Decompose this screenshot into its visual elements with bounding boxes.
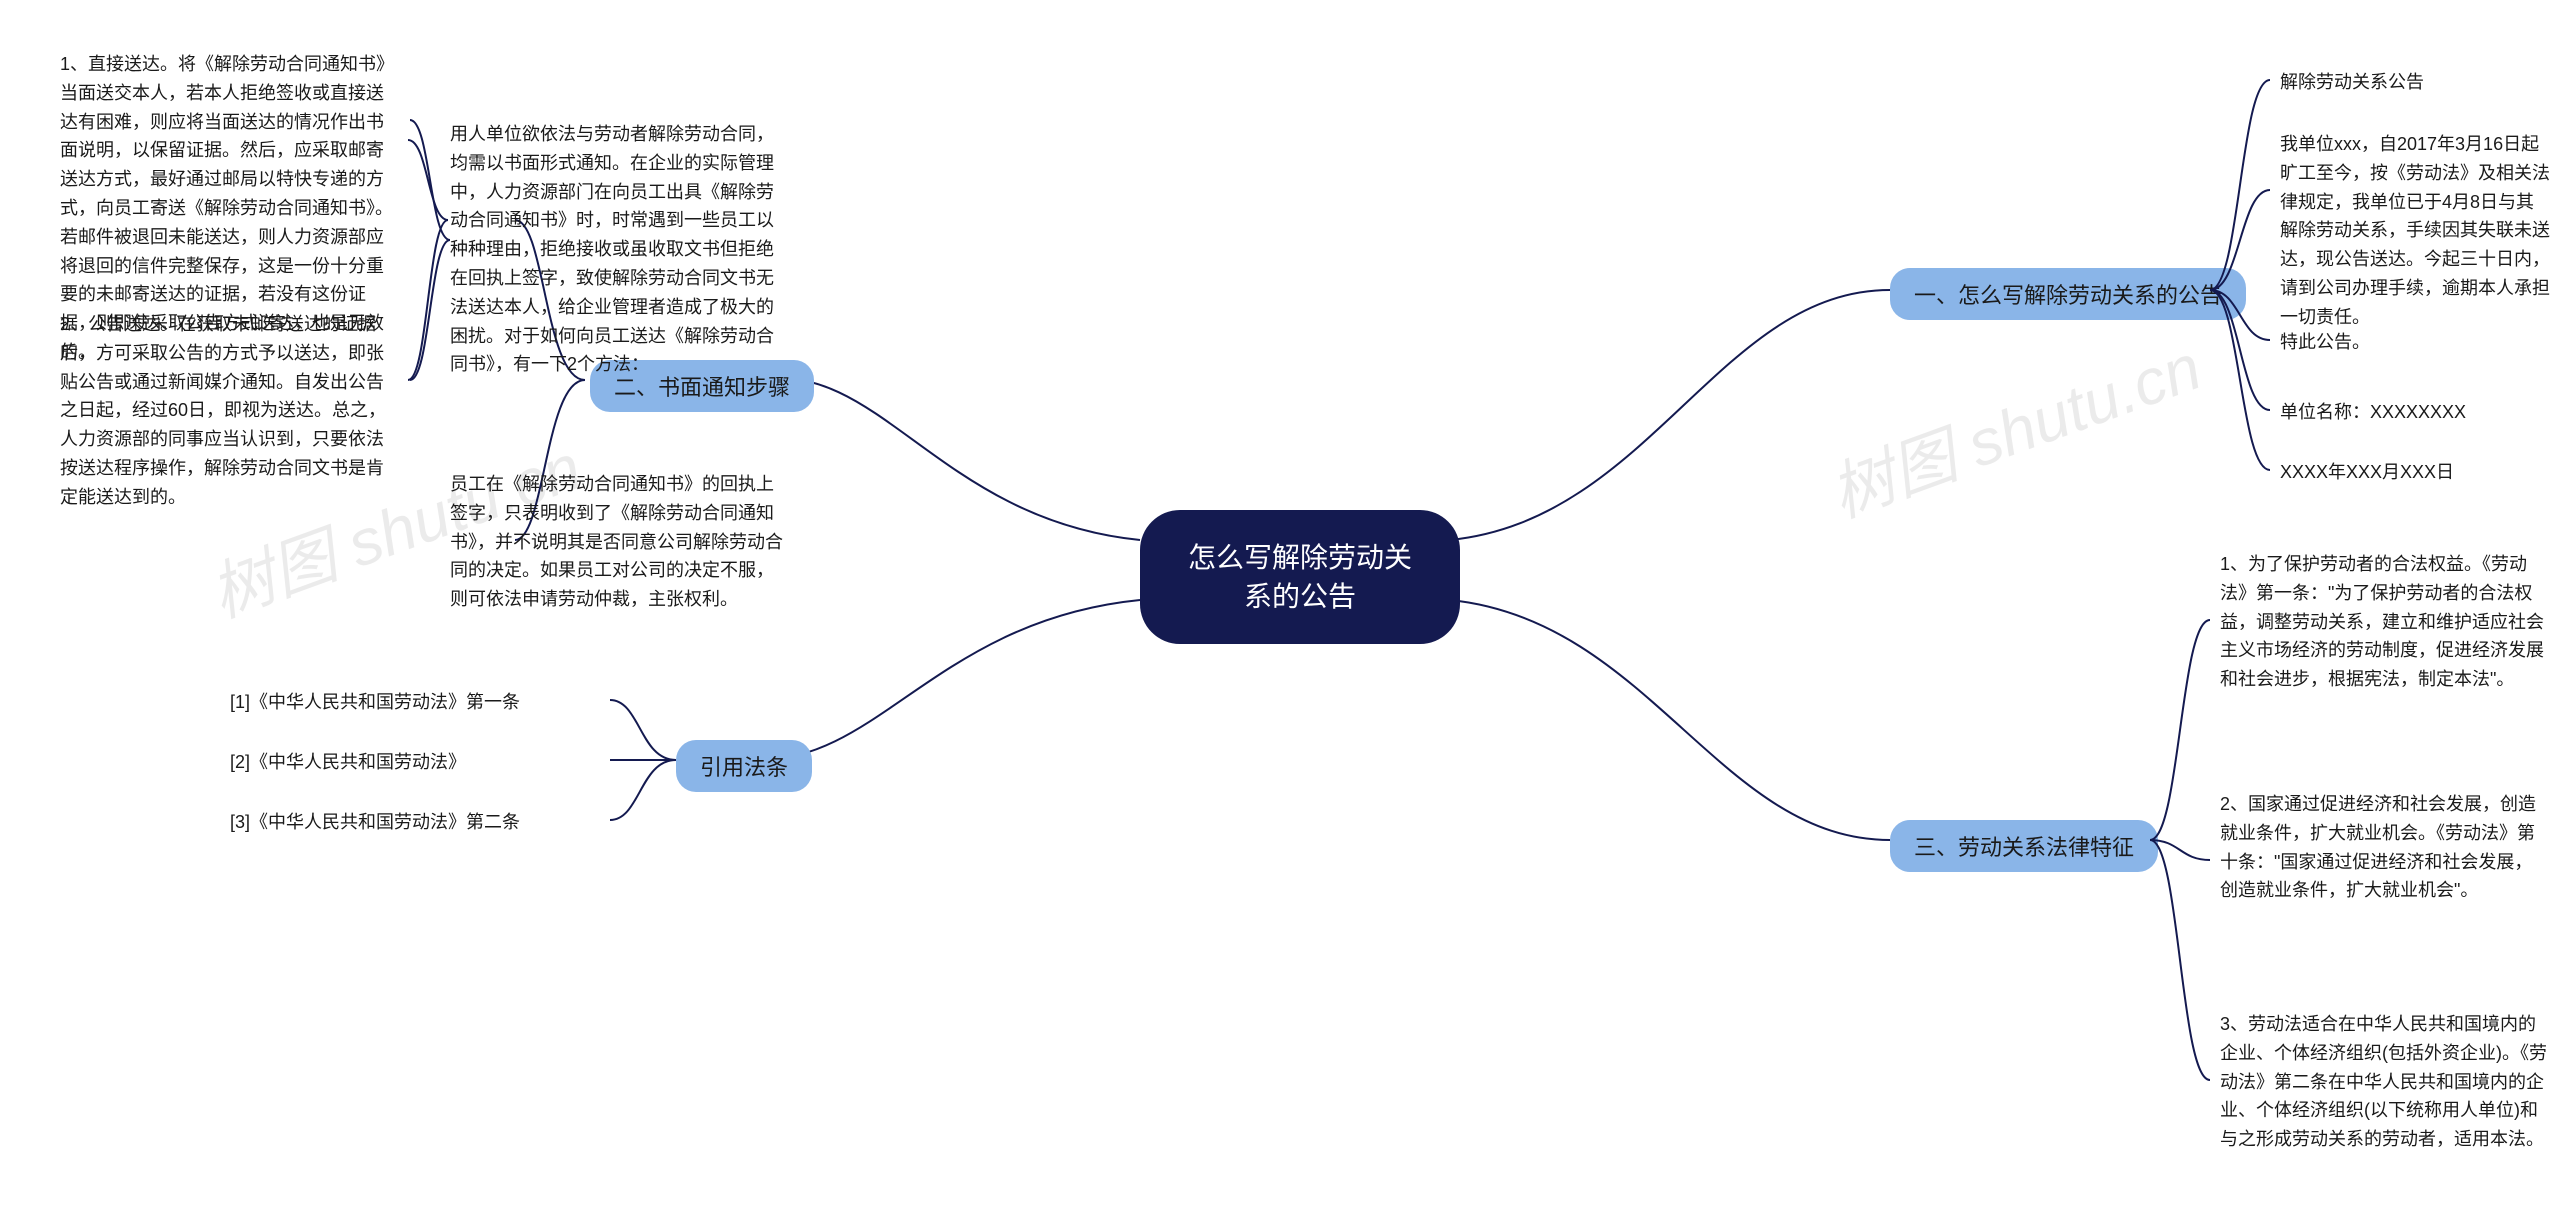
center-node: 怎么写解除劳动关系的公告 bbox=[1140, 510, 1460, 644]
leaf-b2l1: 用人单位欲依法与劳动者解除劳动合同，均需以书面形式通知。在企业的实际管理中，人力… bbox=[450, 120, 790, 379]
watermark: 树图 shutu.cn bbox=[1816, 316, 2212, 535]
leaf-b4l3: [3]《中华人民共和国劳动法》第二条 bbox=[230, 808, 520, 837]
bracket-b4 bbox=[560, 680, 680, 860]
branch-1[interactable]: 一、怎么写解除劳动关系的公告 bbox=[1890, 268, 2246, 320]
leaf-b1l3: 特此公告。 bbox=[2280, 328, 2370, 357]
leaf-b1l2: 我单位xxx，自2017年3月16日起旷工至今，按《劳动法》及相关法律规定，我单… bbox=[2280, 130, 2550, 332]
leaf-b4l2: [2]《中华人民共和国劳动法》 bbox=[230, 748, 466, 777]
leaf-b3l3: 3、劳动法适合在中华人民共和国境内的企业、个体经济组织(包括外资企业)。《劳动法… bbox=[2220, 1010, 2550, 1154]
leaf-b3l1: 1、为了保护劳动者的合法权益。《劳动法》第一条："为了保护劳动者的合法权益，调整… bbox=[2220, 550, 2550, 694]
leaf-b2l1s2: 2、公告送达。在获取未邮寄送达的证据后，方可采取公告的方式予以送达，即张贴公告或… bbox=[60, 310, 400, 512]
leaf-b1l1: 解除劳动关系公告 bbox=[2280, 68, 2424, 97]
branch-4[interactable]: 引用法条 bbox=[676, 740, 812, 792]
leaf-b1l4: 单位名称：XXXXXXXX bbox=[2280, 398, 2466, 427]
leaf-b2l2: 员工在《解除劳动合同通知书》的回执上签字，只表明收到了《解除劳动合同通知书》，并… bbox=[450, 470, 790, 614]
leaf-b1l5: XXXX年XXX月XXX日 bbox=[2280, 458, 2454, 487]
bracket-b2-sub-redraw bbox=[398, 80, 458, 440]
branch-3[interactable]: 三、劳动关系法律特征 bbox=[1890, 820, 2158, 872]
leaf-b3l2: 2、国家通过促进经济和社会发展，创造就业条件，扩大就业机会。《劳动法》第十条："… bbox=[2220, 790, 2550, 905]
leaf-b4l1: [1]《中华人民共和国劳动法》第一条 bbox=[230, 688, 520, 717]
